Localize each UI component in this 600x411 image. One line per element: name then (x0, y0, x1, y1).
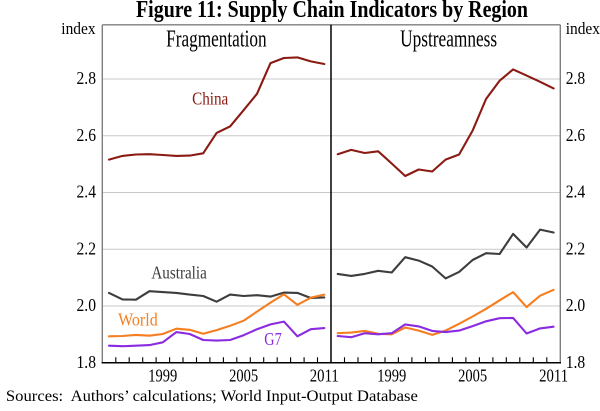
svg-text:Sources: Authors’ calculation: Sources: Authors’ calculations; World In… (6, 388, 418, 405)
svg-text:Figure 11: Supply Chain Indica: Figure 11: Supply Chain Indicators by Re… (136, 0, 528, 23)
svg-text:2.0: 2.0 (566, 295, 586, 315)
svg-text:2005: 2005 (458, 366, 487, 386)
svg-text:Australia: Australia (151, 262, 207, 282)
svg-text:2.8: 2.8 (566, 68, 586, 88)
svg-text:2.2: 2.2 (77, 238, 97, 258)
svg-text:2.0: 2.0 (77, 295, 97, 315)
svg-text:2.4: 2.4 (77, 182, 97, 202)
svg-text:Fragmentation: Fragmentation (166, 27, 267, 53)
svg-text:index: index (61, 19, 96, 38)
svg-text:2.8: 2.8 (77, 68, 97, 88)
svg-text:1999: 1999 (377, 366, 406, 386)
svg-text:G7: G7 (264, 329, 282, 349)
svg-text:2005: 2005 (229, 366, 258, 386)
svg-text:1.8: 1.8 (566, 352, 586, 372)
svg-text:2.4: 2.4 (566, 182, 586, 202)
svg-text:Upstreamness: Upstreamness (400, 27, 497, 53)
svg-text:2.2: 2.2 (566, 238, 586, 258)
svg-text:China: China (192, 89, 228, 109)
svg-text:index: index (566, 19, 600, 38)
svg-text:1.8: 1.8 (77, 352, 97, 372)
svg-text:2011: 2011 (310, 366, 339, 386)
svg-text:2.6: 2.6 (566, 125, 586, 145)
svg-text:World: World (118, 310, 158, 330)
svg-text:2011: 2011 (539, 366, 568, 386)
svg-text:1999: 1999 (148, 366, 177, 386)
svg-text:2.6: 2.6 (77, 125, 97, 145)
